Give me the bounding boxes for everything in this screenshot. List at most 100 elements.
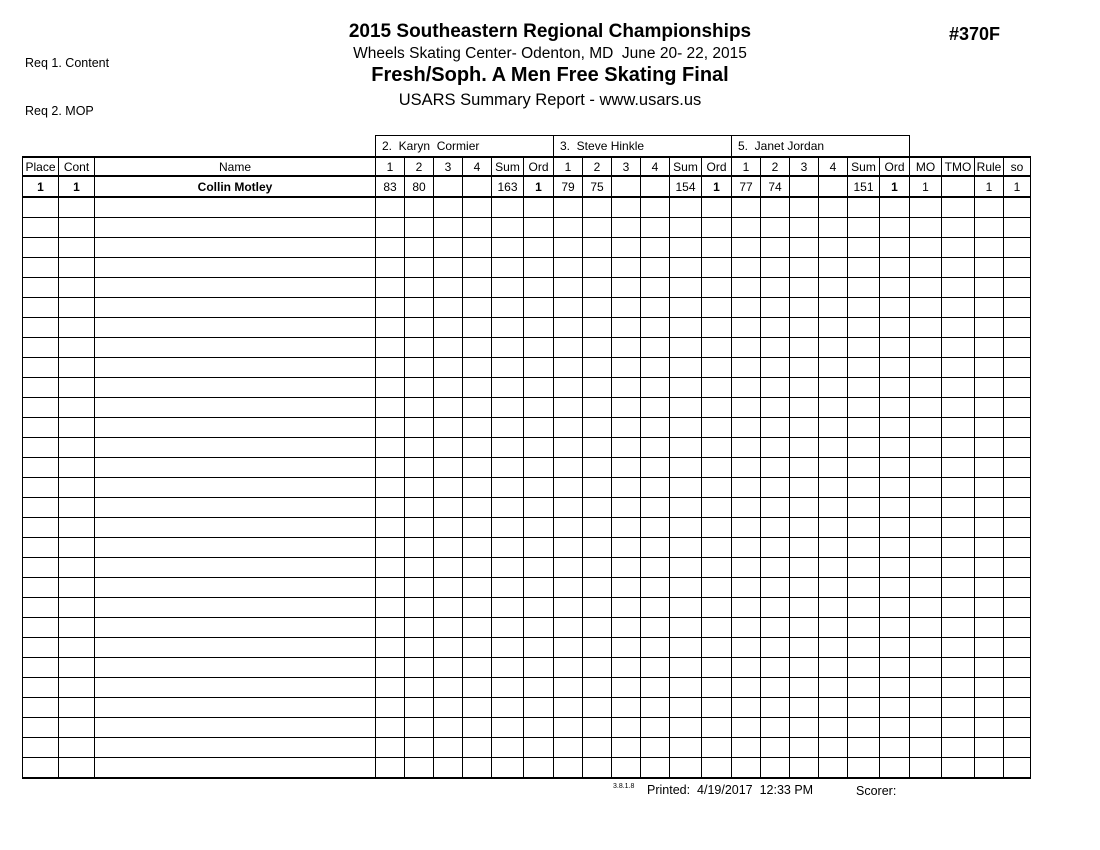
empty-cell [523, 217, 554, 238]
empty-cell [941, 417, 975, 438]
empty-cell [582, 757, 612, 779]
empty-cell [640, 597, 670, 618]
empty-cell [404, 577, 434, 598]
empty-cell [22, 297, 59, 318]
empty-cell [760, 617, 790, 638]
empty-cell [1003, 297, 1031, 318]
cell-j1-3 [433, 175, 463, 198]
empty-cell [58, 657, 95, 678]
empty-cell [941, 196, 975, 218]
empty-cell [523, 577, 554, 598]
empty-cell [847, 537, 880, 558]
empty-cell [760, 457, 790, 478]
empty-cell [553, 617, 583, 638]
empty-cell [553, 517, 583, 538]
empty-cell [491, 577, 524, 598]
empty-cell [941, 697, 975, 718]
empty-cell [669, 637, 702, 658]
empty-cell [760, 477, 790, 498]
empty-cell [789, 297, 819, 318]
empty-cell [553, 217, 583, 238]
col-header-j2-sum: Sum [669, 156, 702, 177]
empty-cell [941, 337, 975, 358]
empty-cell [462, 196, 492, 218]
empty-cell [909, 237, 942, 258]
empty-cell [909, 497, 942, 518]
empty-cell [523, 457, 554, 478]
col-header-mo: MO [909, 156, 942, 177]
empty-cell [760, 717, 790, 738]
empty-cell [640, 377, 670, 398]
empty-cell [669, 657, 702, 678]
req-line-1: Req 1. Content [25, 56, 110, 70]
empty-cell [491, 517, 524, 538]
empty-cell [462, 217, 492, 238]
empty-cell [94, 397, 376, 418]
empty-cell [941, 497, 975, 518]
empty-cell [582, 337, 612, 358]
empty-cell [404, 557, 434, 578]
empty-cell [974, 257, 1004, 278]
empty-cell [879, 417, 910, 438]
empty-cell [58, 217, 95, 238]
cell-j1-4 [462, 175, 492, 198]
empty-cell [879, 357, 910, 378]
cell-j3-sum: 151 [847, 175, 880, 198]
empty-cell [1003, 437, 1031, 458]
cell-j3-3 [789, 175, 819, 198]
empty-cell [640, 657, 670, 678]
empty-cell [491, 337, 524, 358]
empty-cell [760, 277, 790, 298]
col-header-j3-sum: Sum [847, 156, 880, 177]
empty-cell [582, 237, 612, 258]
empty-cell [731, 577, 761, 598]
empty-cell [1003, 697, 1031, 718]
empty-cell [818, 697, 848, 718]
venue-line: Wheels Skating Center- Odenton, MD June … [353, 45, 747, 62]
empty-cell [974, 457, 1004, 478]
empty-cell [553, 677, 583, 698]
empty-cell [974, 237, 1004, 258]
empty-cell [94, 757, 376, 779]
cell-j3-4 [818, 175, 848, 198]
empty-cell [462, 497, 492, 518]
empty-cell [1003, 357, 1031, 378]
empty-cell [640, 697, 670, 718]
empty-cell [974, 297, 1004, 318]
empty-cell [640, 217, 670, 238]
empty-row [22, 357, 1031, 378]
empty-cell [58, 297, 95, 318]
empty-cell [94, 697, 376, 718]
empty-cell [491, 357, 524, 378]
empty-cell [58, 357, 95, 378]
empty-cell [1003, 617, 1031, 638]
col-header-name: Name [94, 156, 376, 177]
empty-cell [375, 657, 405, 678]
empty-cell [582, 437, 612, 458]
empty-cell [94, 517, 376, 538]
empty-cell [523, 397, 554, 418]
empty-cell [701, 717, 732, 738]
empty-cell [789, 677, 819, 698]
empty-cell [760, 597, 790, 618]
empty-cell [58, 577, 95, 598]
empty-cell [22, 497, 59, 518]
empty-cell [58, 337, 95, 358]
empty-cell [462, 477, 492, 498]
empty-cell [433, 277, 463, 298]
empty-cell [404, 737, 434, 758]
empty-cell [879, 557, 910, 578]
col-header-j3-1: 1 [731, 156, 761, 177]
empty-cell [731, 417, 761, 438]
empty-cell [731, 257, 761, 278]
empty-cell [818, 557, 848, 578]
empty-cell [847, 717, 880, 738]
empty-cell [433, 377, 463, 398]
empty-cell [375, 237, 405, 258]
requirements-note: Req 1. Content Req 2. MOP [25, 23, 109, 135]
empty-cell [818, 617, 848, 638]
empty-cell [640, 196, 670, 218]
empty-cell [1003, 557, 1031, 578]
empty-cell [94, 457, 376, 478]
empty-cell [909, 597, 942, 618]
